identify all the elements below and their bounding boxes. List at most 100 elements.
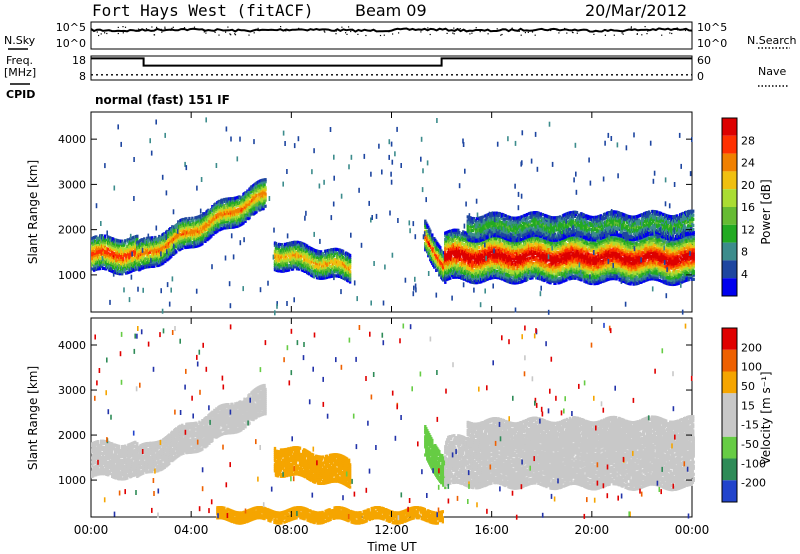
nsky-dot	[460, 28, 461, 29]
heatmap-cell	[264, 178, 266, 181]
nsky-dot	[577, 33, 578, 34]
noise-tick-right-top: 10^5	[697, 21, 727, 34]
nsky-dot	[254, 32, 255, 33]
nsky-dot	[235, 34, 236, 35]
heatmap-cell	[104, 235, 106, 238]
nsearch-label: N.Search	[747, 34, 797, 47]
nsky-dot	[184, 27, 185, 28]
nsky-dot	[227, 27, 228, 28]
nsky-dot	[427, 27, 428, 28]
nsky-dot	[430, 34, 431, 35]
nsky-dot	[623, 34, 624, 35]
nsky-dot	[123, 32, 124, 33]
nsky-dot	[500, 35, 501, 36]
nsky-dot	[151, 26, 152, 27]
heatmap-cell	[439, 246, 441, 249]
nsky-label: N.Sky	[4, 34, 36, 47]
heatmap-cell	[342, 250, 344, 253]
nsky-dot	[488, 33, 489, 34]
nsky-dot	[528, 32, 529, 33]
nsky-dot	[336, 31, 337, 32]
heatmap-cell	[175, 250, 177, 253]
nsky-dot	[380, 35, 381, 36]
nsky-dot	[136, 30, 137, 31]
nsky-dot	[566, 33, 567, 34]
nsky-dot	[476, 27, 477, 28]
nsky-dot	[171, 28, 172, 29]
nsky-dot	[146, 28, 147, 29]
nsky-dot	[298, 28, 299, 29]
noise-tick-left-bottom: 10^0	[56, 37, 86, 50]
nsky-dot	[225, 32, 226, 33]
nsky-dot	[685, 30, 686, 31]
nsky-dot	[335, 33, 336, 34]
nsky-dot	[669, 32, 670, 33]
nsky-dot	[164, 27, 165, 28]
cpid-text: normal (fast) 151 IF	[95, 93, 230, 107]
nsky-dot	[622, 32, 623, 33]
nsky-dot	[631, 28, 632, 29]
nsky-dot	[346, 34, 347, 35]
nsky-dot	[605, 35, 606, 36]
nsky-dot	[230, 34, 231, 35]
nsky-dot	[161, 29, 162, 30]
nsky-dot	[480, 31, 481, 32]
nsky-dot	[550, 30, 551, 31]
nsky-dot	[677, 29, 678, 30]
nsky-dot	[101, 33, 102, 34]
freq-series-line	[91, 58, 692, 65]
nsky-dot	[365, 35, 366, 36]
nsky-dot	[139, 29, 140, 30]
nsky-dot	[614, 35, 615, 36]
nsky-dot	[154, 34, 155, 35]
nsky-dot	[661, 35, 662, 36]
nsky-dot	[258, 28, 259, 29]
nsky-dot	[118, 27, 119, 28]
nsky-dot	[512, 28, 513, 29]
nave-tick-bottom: 0	[697, 70, 704, 83]
nsky-dot	[164, 28, 165, 29]
nsky-dot	[641, 34, 642, 35]
nsky-dot	[647, 31, 648, 32]
nsky-dot	[106, 33, 107, 34]
nsky-dot	[398, 32, 399, 33]
nsky-dot	[173, 27, 174, 28]
freq-tick-top: 18	[72, 54, 86, 67]
nsky-dot	[677, 27, 678, 28]
nsky-dot	[447, 33, 448, 34]
nsky-dot	[125, 27, 126, 28]
nsky-dot	[593, 34, 594, 35]
nsky-dot	[350, 31, 351, 32]
noise-frame	[91, 22, 692, 49]
freq-unit-label: [MHz]	[4, 66, 36, 79]
nsky-dot	[645, 26, 646, 27]
nsky-dot	[453, 28, 454, 29]
cpid-label: CPID	[6, 88, 35, 101]
nsky-dot	[659, 28, 660, 29]
nsky-dot	[98, 35, 99, 36]
nave-tick-top: 60	[697, 54, 711, 67]
heatmap-cell	[136, 235, 138, 238]
nsky-dot	[156, 27, 157, 28]
nsky-dot	[194, 27, 195, 28]
nsky-dot	[324, 32, 325, 33]
nsky-dot	[392, 33, 393, 34]
nsky-dot	[585, 29, 586, 30]
nsky-dot	[631, 26, 632, 27]
nsky-dot	[469, 30, 470, 31]
heatmap-cell	[431, 233, 433, 236]
freq-panel: 18 8 60 0	[72, 54, 711, 83]
nsky-dot	[471, 33, 472, 34]
noise-tick-right-bottom: 10^0	[697, 37, 727, 50]
nsky-dot	[519, 31, 520, 32]
nsky-dot	[637, 33, 638, 34]
nsky-dot	[285, 30, 286, 31]
nsky-dot	[521, 35, 522, 36]
nsky-dot	[572, 32, 573, 33]
nsky-dot	[324, 30, 325, 31]
nsky-dot	[204, 31, 205, 32]
freq-tick-bottom: 8	[79, 70, 86, 83]
nsky-dot	[454, 33, 455, 34]
heatmap-cell	[349, 270, 351, 273]
